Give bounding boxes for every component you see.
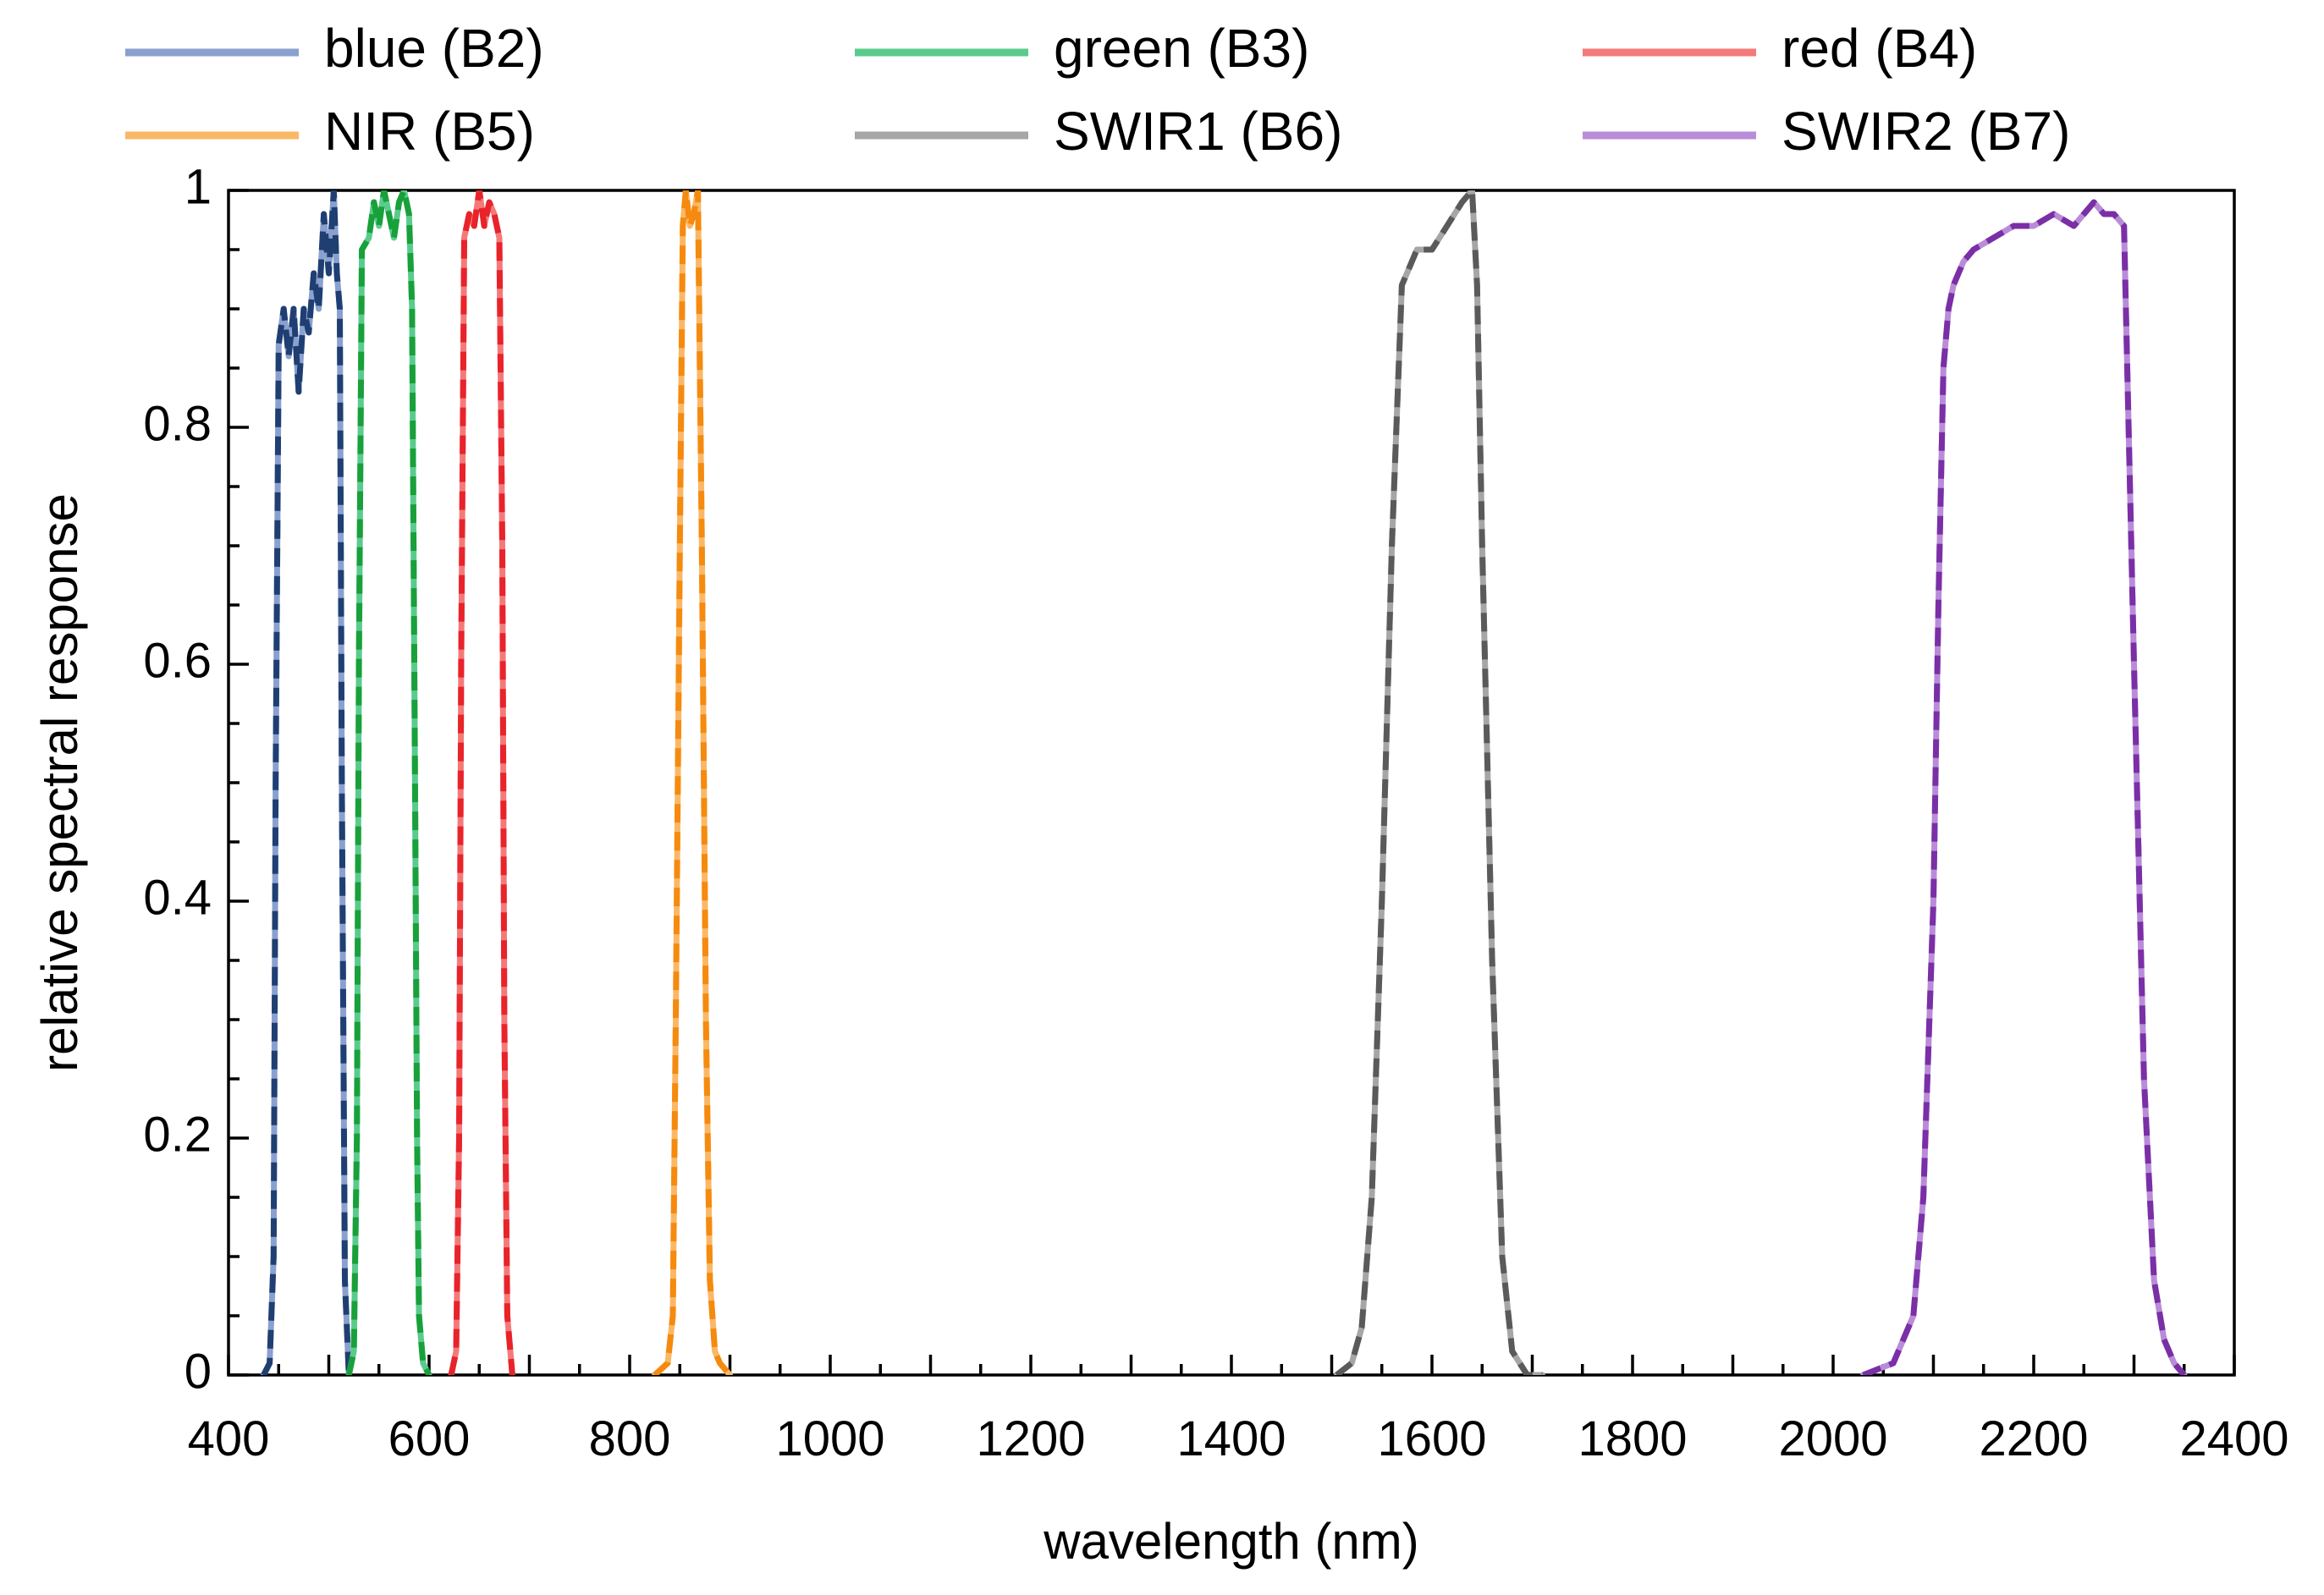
legend-label-swir2-b7: SWIR2 (B7) <box>1782 101 2070 162</box>
series-group <box>261 190 2188 1375</box>
x-axis-title: wavelength (nm) <box>1043 1513 1419 1570</box>
legend-label-nir-b5: NIR (B5) <box>324 101 535 162</box>
x-tick-label: 1200 <box>976 1411 1085 1466</box>
x-tick-label: 400 <box>188 1411 270 1466</box>
x-tick-label: 1800 <box>1578 1411 1687 1466</box>
x-axis: 400 600 800 1000 1200 1400 1600 1800 2000 2200 240… <box>188 1355 2289 1466</box>
y-tick-label: 0.8 <box>143 396 212 451</box>
legend: blue (B2) green (B3) red (B4) NIR (B5) SWIR1… <box>125 18 2070 162</box>
x-tick-label: 2200 <box>1979 1411 2088 1466</box>
y-tick-label: 0.6 <box>143 633 212 688</box>
y-tick-label: 0.2 <box>143 1107 212 1162</box>
x-tick-label: 2000 <box>1778 1411 1887 1466</box>
y-tick-label: 0 <box>184 1344 212 1399</box>
legend-label-green-b3: green (B3) <box>1054 18 1309 79</box>
legend-label-swir1-b6: SWIR1 (B6) <box>1054 101 1342 162</box>
series-dashed-swir1-b6 <box>1335 190 1543 1375</box>
series-dashed-swir2-b7 <box>1862 199 2187 1375</box>
x-tick-label: 2400 <box>2179 1411 2288 1466</box>
x-tick-label: 1400 <box>1176 1411 1286 1466</box>
series-dashed-blue-b2 <box>261 190 352 1375</box>
legend-label-red-b4: red (B4) <box>1782 18 1977 79</box>
y-axis-title: relative spectral response <box>31 493 88 1072</box>
y-tick-label: 0.4 <box>143 870 212 925</box>
plot-area <box>227 189 2236 1377</box>
x-tick-label: 600 <box>388 1411 471 1466</box>
x-tick-label: 800 <box>589 1411 671 1466</box>
y-axis: 0 0.2 0.4 0.6 0.8 1 <box>143 159 249 1399</box>
series-dashed-nir-b5 <box>653 190 733 1375</box>
x-tick-label: 1000 <box>775 1411 884 1466</box>
series-dashed-green-b3 <box>345 190 432 1375</box>
series-dashed-red-b4 <box>448 190 515 1375</box>
legend-label-blue-b2: blue (B2) <box>324 18 544 79</box>
y-tick-label: 1 <box>184 159 212 214</box>
x-tick-label: 1600 <box>1377 1411 1486 1466</box>
